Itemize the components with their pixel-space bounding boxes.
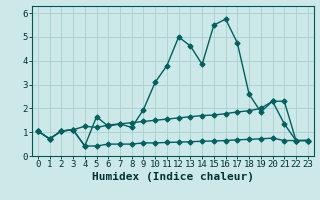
X-axis label: Humidex (Indice chaleur): Humidex (Indice chaleur) bbox=[92, 172, 254, 182]
